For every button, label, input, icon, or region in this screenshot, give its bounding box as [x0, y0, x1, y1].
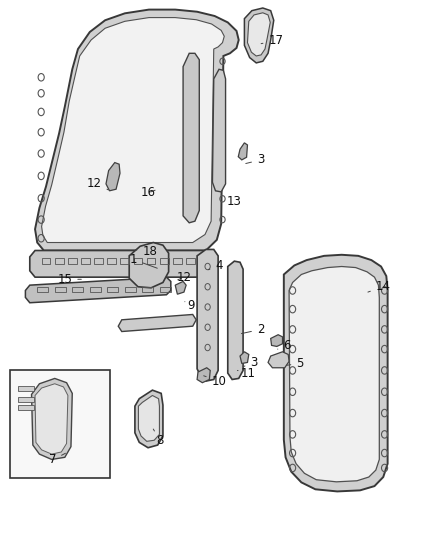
Polygon shape: [138, 395, 159, 441]
Polygon shape: [268, 352, 289, 368]
Polygon shape: [35, 10, 239, 251]
Text: 4: 4: [208, 259, 223, 272]
Polygon shape: [32, 378, 72, 459]
Bar: [94, 258, 103, 264]
Bar: [125, 287, 136, 292]
Bar: [68, 258, 77, 264]
Text: 5: 5: [286, 357, 304, 370]
Polygon shape: [197, 368, 210, 383]
Polygon shape: [238, 143, 247, 160]
Bar: [160, 287, 171, 292]
Bar: [18, 386, 34, 391]
Bar: [160, 258, 169, 264]
Bar: [18, 397, 34, 402]
Polygon shape: [135, 390, 163, 448]
Text: 11: 11: [237, 367, 256, 379]
Text: 16: 16: [141, 187, 155, 199]
Text: 15: 15: [57, 273, 81, 286]
Bar: [18, 405, 34, 410]
Polygon shape: [244, 8, 274, 63]
Text: 2: 2: [241, 323, 265, 336]
Text: 12: 12: [87, 177, 108, 190]
Polygon shape: [42, 18, 224, 243]
Text: 12: 12: [177, 271, 191, 284]
Text: 18: 18: [136, 245, 157, 258]
Polygon shape: [289, 266, 379, 482]
Polygon shape: [197, 249, 218, 381]
Text: 1: 1: [130, 253, 157, 268]
Text: 6: 6: [278, 339, 291, 352]
Polygon shape: [175, 281, 186, 294]
Text: 3: 3: [246, 154, 264, 166]
Bar: [120, 258, 129, 264]
Polygon shape: [247, 13, 270, 56]
Bar: [37, 287, 48, 292]
Bar: [142, 287, 153, 292]
Text: 10: 10: [204, 375, 226, 387]
Bar: [42, 258, 50, 264]
Text: 7: 7: [49, 453, 65, 466]
Text: 8: 8: [153, 429, 163, 447]
Polygon shape: [35, 384, 68, 454]
Bar: [134, 258, 142, 264]
Polygon shape: [25, 277, 171, 303]
Bar: [147, 258, 155, 264]
Polygon shape: [30, 251, 211, 277]
Bar: [186, 258, 195, 264]
Polygon shape: [228, 261, 243, 379]
Polygon shape: [284, 255, 388, 491]
Polygon shape: [118, 314, 196, 332]
Polygon shape: [212, 69, 226, 192]
Bar: [107, 287, 118, 292]
Text: 17: 17: [261, 34, 283, 47]
Polygon shape: [271, 335, 283, 346]
Polygon shape: [129, 243, 169, 288]
Polygon shape: [240, 352, 249, 364]
Bar: [72, 287, 83, 292]
Bar: [107, 258, 116, 264]
Bar: [90, 287, 101, 292]
Text: 3: 3: [243, 356, 258, 369]
Bar: [81, 258, 90, 264]
Bar: [173, 258, 182, 264]
FancyBboxPatch shape: [10, 370, 110, 478]
Text: 13: 13: [221, 195, 241, 208]
Bar: [55, 258, 64, 264]
Text: 14: 14: [368, 280, 391, 293]
Polygon shape: [183, 53, 199, 223]
Polygon shape: [106, 163, 120, 191]
Text: 9: 9: [185, 299, 195, 312]
Bar: [55, 287, 66, 292]
